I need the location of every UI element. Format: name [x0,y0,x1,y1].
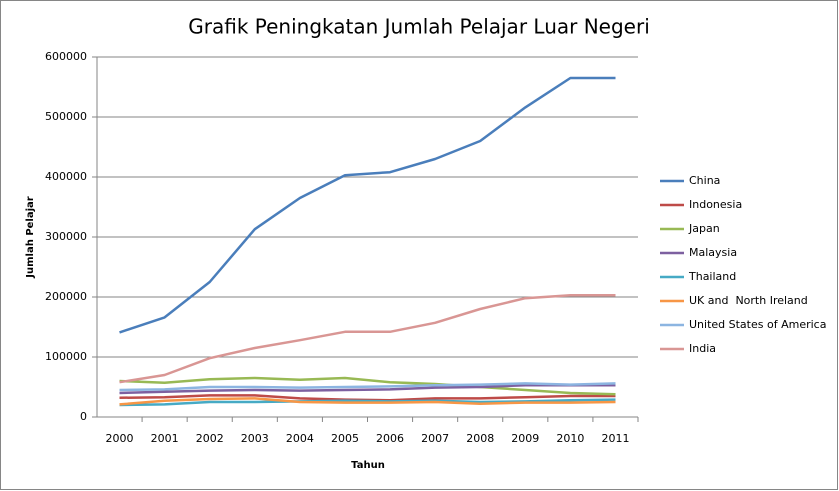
x-tick-label: 2006 [376,432,404,445]
y-tick-label: 200000 [45,290,87,303]
x-tick-label: 2010 [556,432,584,445]
x-tick-label: 2002 [196,432,224,445]
series-line [119,376,616,396]
y-axis-title: Jumlah Pelajar [25,196,36,278]
x-tick-label: 2007 [421,432,449,445]
x-tick-label: 2005 [331,432,359,445]
x-tick-label: 2001 [151,432,179,445]
x-tick-label: 2000 [106,432,134,445]
series-line [119,76,616,334]
y-tick-label: 300000 [45,230,87,243]
x-axis-title: Tahun [351,460,385,471]
x-tick-label: 2009 [511,432,539,445]
series-line [119,383,616,395]
series-line [119,397,616,406]
x-tick-label: 2004 [286,432,314,445]
legend-label: Indonesia [689,198,742,211]
series-line [119,382,616,392]
y-tick-label: 400000 [45,170,87,183]
y-tick-label: 500000 [45,110,87,123]
legend-label: China [689,174,720,187]
legend-label: Japan [688,222,720,235]
legend-label: India [689,342,716,355]
x-tick-label: 2008 [466,432,494,445]
chart-title: Grafik Peningkatan Jumlah Pelajar Luar N… [188,15,650,39]
legend-label: Thailand [688,270,736,283]
series-line [119,398,616,407]
legend-label: United States of America [689,318,826,331]
y-tick-label: 0 [80,410,87,423]
x-tick-label: 2011 [601,432,629,445]
legend-label: UK and North Ireland [689,294,808,307]
y-tick-label: 600000 [45,50,87,63]
legend-label: Malaysia [689,246,737,259]
x-tick-label: 2003 [241,432,269,445]
series-line [119,293,616,384]
y-tick-label: 100000 [45,350,87,363]
